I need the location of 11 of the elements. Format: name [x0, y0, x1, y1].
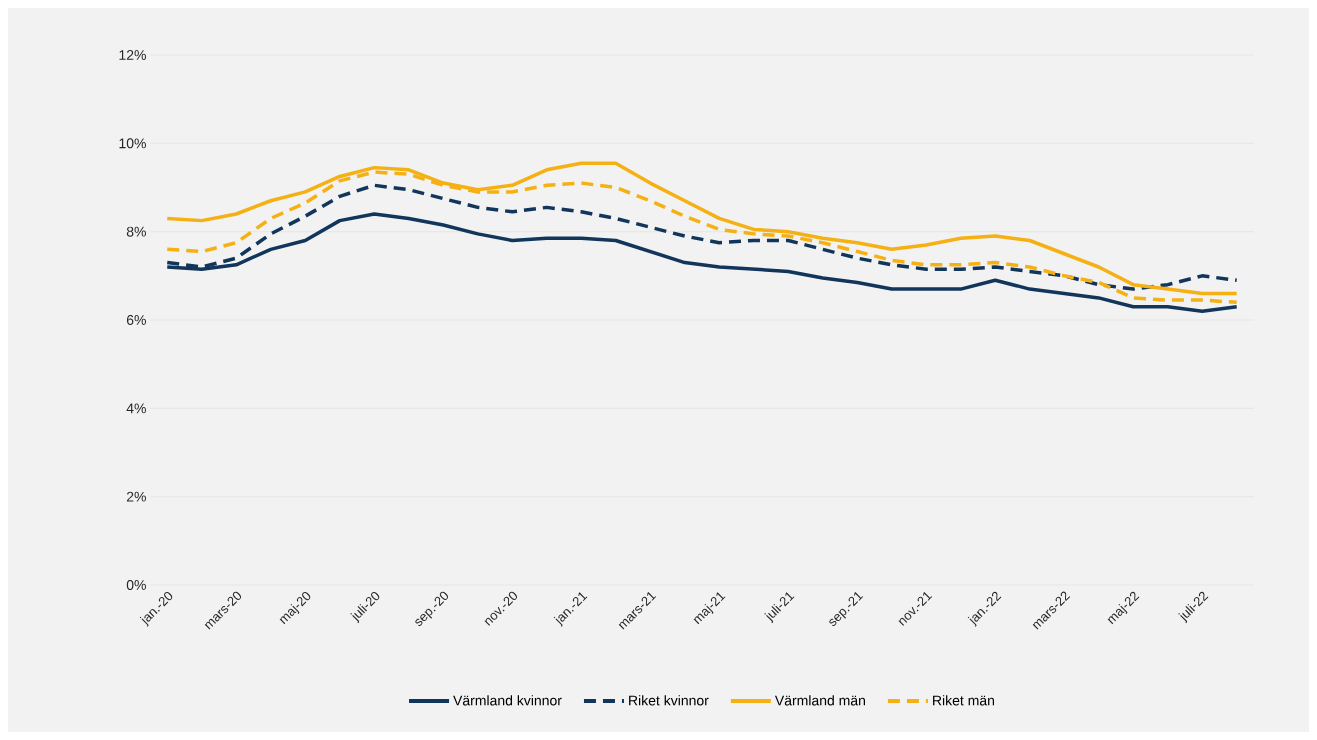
legend-label: Värmland män — [774, 695, 865, 706]
y-tick-label: 10% — [119, 138, 146, 149]
legend-label: Värmland kvinnor — [453, 695, 562, 706]
y-tick-label: 12% — [119, 50, 146, 60]
y-tick-label: 0% — [126, 580, 146, 590]
y-tick-label: 4% — [126, 403, 146, 414]
y-tick-label: 2% — [126, 491, 146, 502]
y-tick-label: 8% — [126, 226, 146, 237]
legend-label: Riket män — [933, 695, 995, 706]
legend-label: Riket kvinnor — [629, 695, 709, 706]
y-tick-label: 6% — [126, 315, 146, 325]
